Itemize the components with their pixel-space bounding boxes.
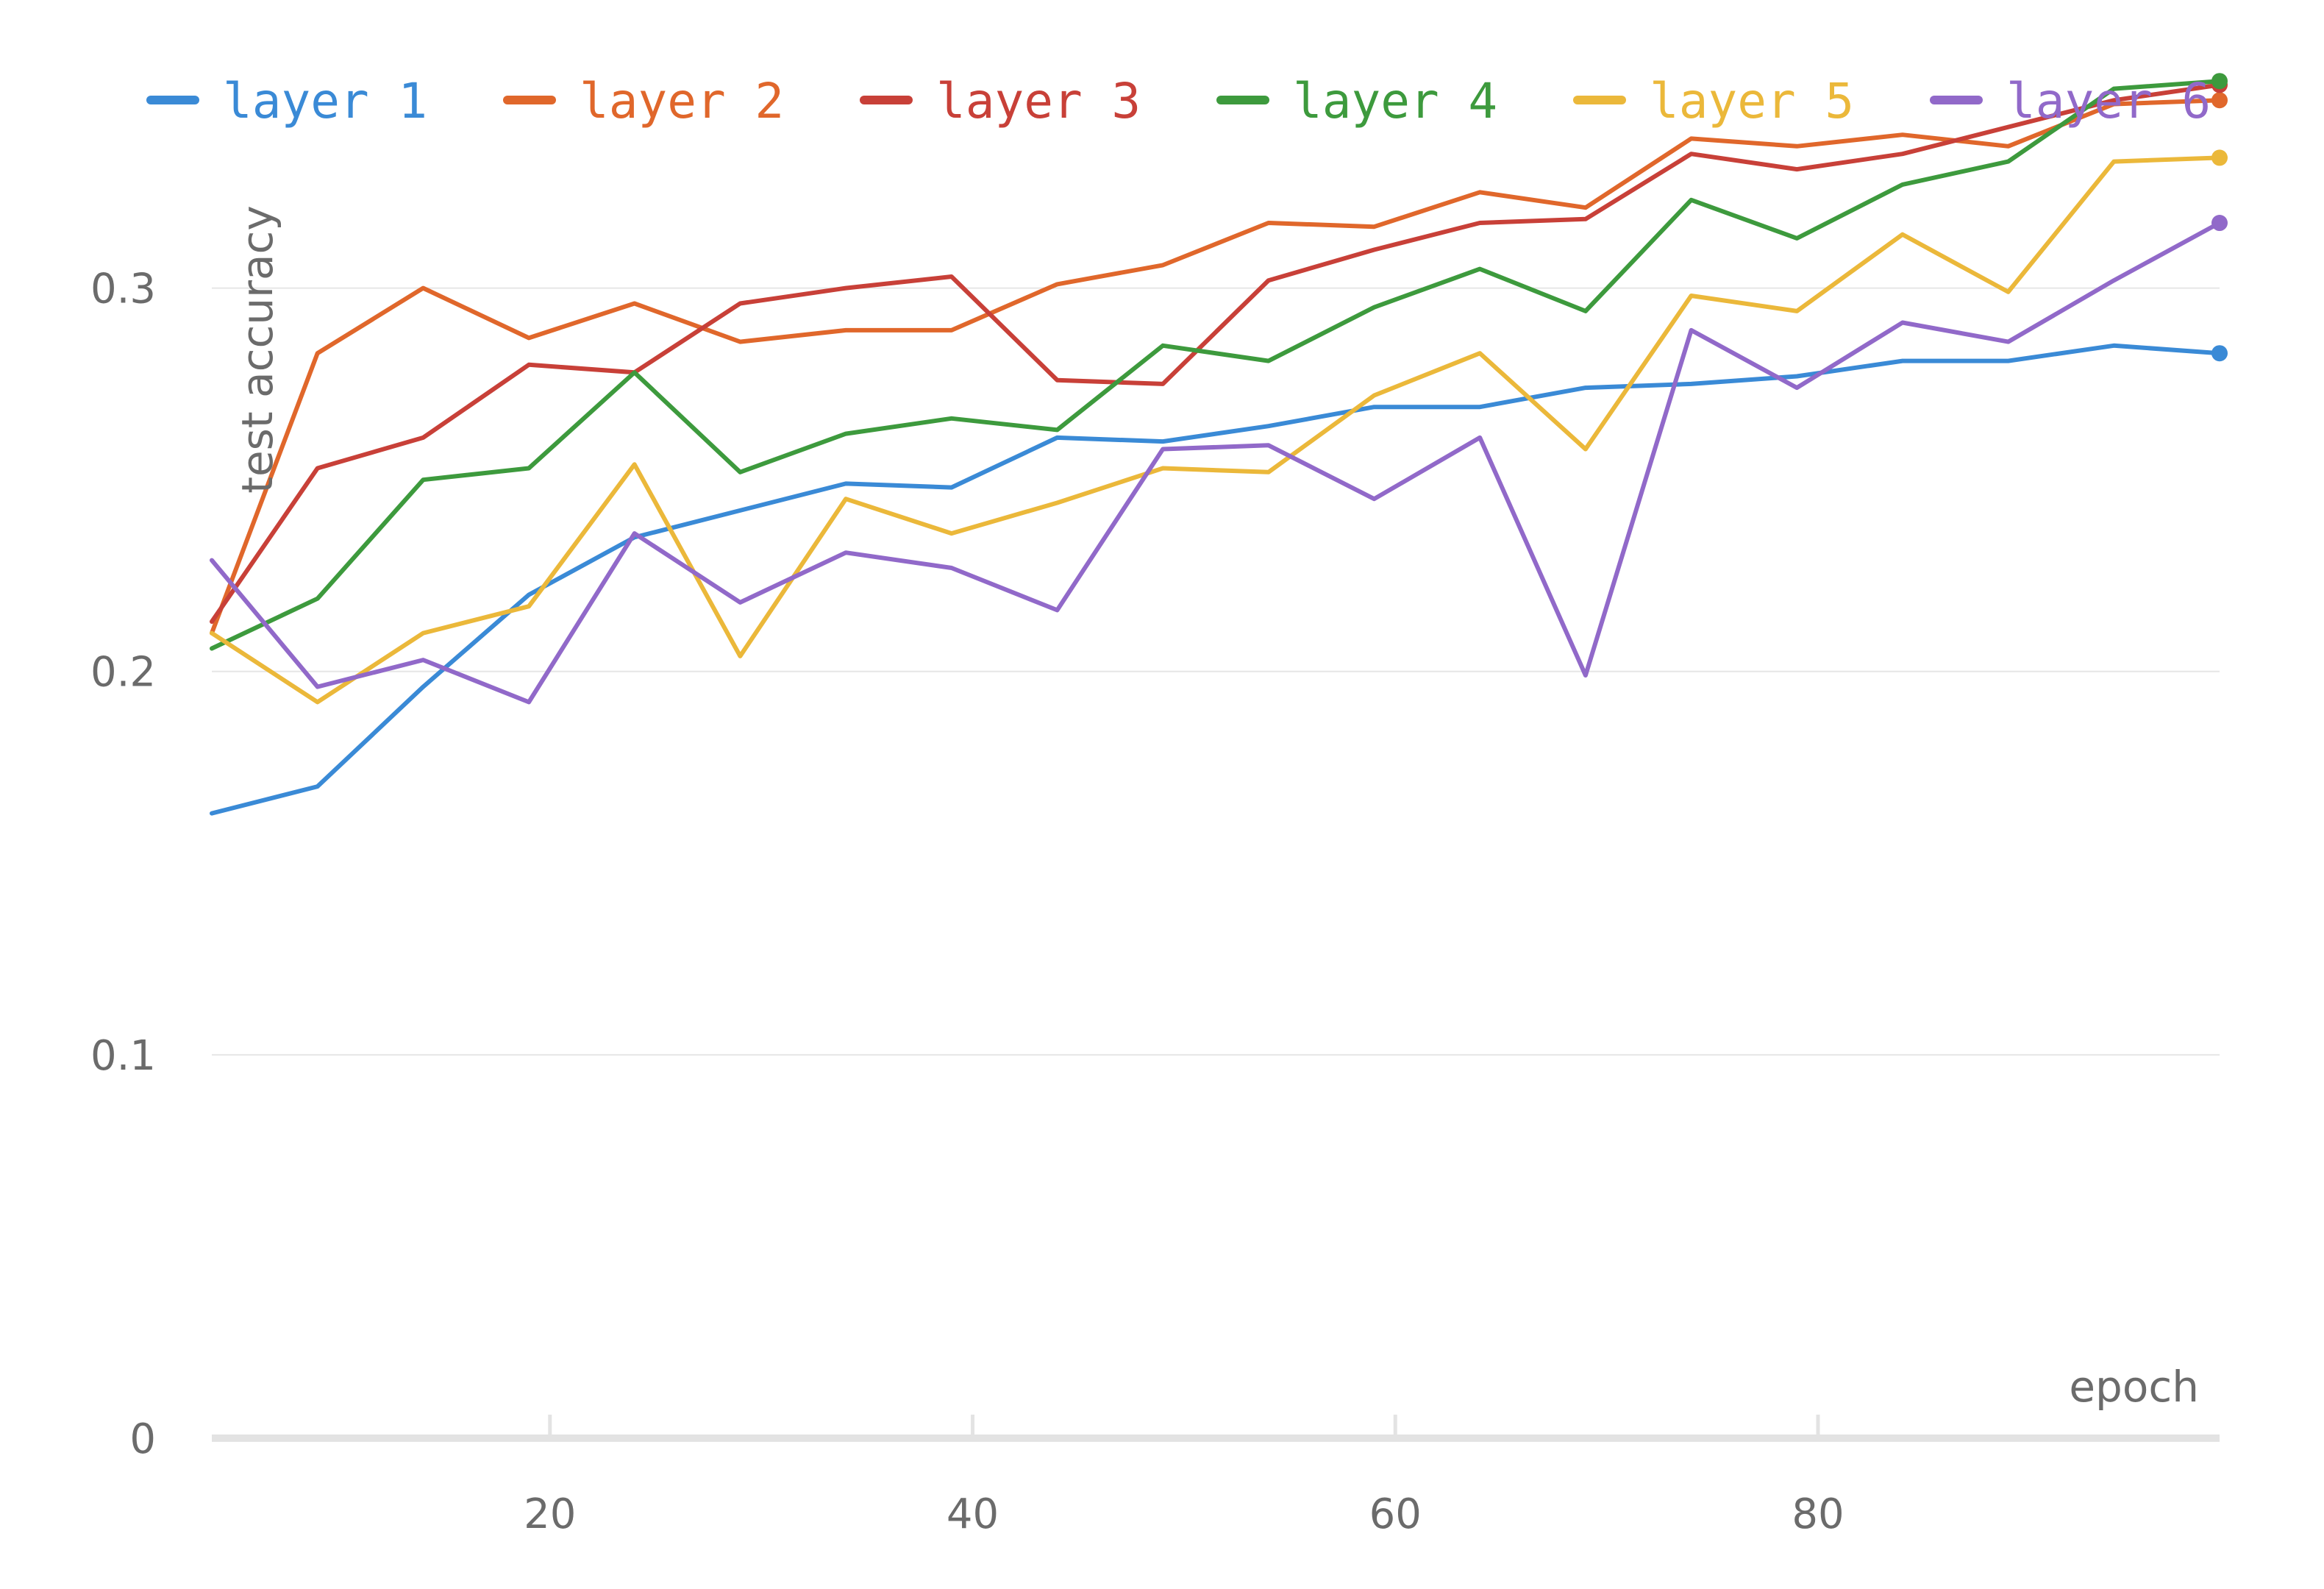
series-layer-6 xyxy=(210,215,2228,705)
series-layer-5 xyxy=(210,149,2228,705)
series-line xyxy=(210,79,2222,651)
legend-item[interactable]: layer 5 xyxy=(1573,73,1854,129)
series-layer-4 xyxy=(210,73,2228,651)
legend-label: layer 3 xyxy=(936,73,1141,129)
legend-item[interactable]: layer 4 xyxy=(1216,73,1497,129)
x-tick-label: 80 xyxy=(1792,1490,1844,1538)
series-line xyxy=(210,155,2222,705)
series-end-point xyxy=(2211,73,2228,90)
y-tick-label: 0.3 xyxy=(90,266,156,313)
legend-item[interactable]: layer 1 xyxy=(146,73,427,129)
x-axis-title: epoch xyxy=(2069,1362,2199,1412)
legend-label: layer 2 xyxy=(580,73,784,129)
series-line xyxy=(210,82,2222,624)
x-tick-label: 20 xyxy=(524,1490,576,1538)
series-layer-3 xyxy=(210,77,2228,624)
y-tick-label: 0 xyxy=(129,1415,156,1463)
y-tick-label: 0.2 xyxy=(90,649,156,697)
y-axis-title: test accuracy xyxy=(232,205,282,494)
x-axis: 20 40 60 80 xyxy=(212,1415,2220,1538)
legend-item[interactable]: layer 2 xyxy=(503,73,784,129)
series-end-point xyxy=(2211,92,2228,109)
grid-lines: 0 0.1 0.2 0.3 xyxy=(90,266,2220,1463)
legend-item[interactable]: layer 3 xyxy=(860,73,1141,129)
series-layer-1 xyxy=(210,343,2228,816)
legend-item[interactable]: layer 6 xyxy=(1930,73,2211,129)
x-tick-label: 40 xyxy=(947,1490,999,1538)
series-lines xyxy=(210,73,2228,816)
series-line xyxy=(210,221,2222,705)
x-tick-label: 60 xyxy=(1369,1490,1422,1538)
legend: layer 1 layer 2 layer 3 layer 4 layer 5 layer… xyxy=(146,73,2211,129)
legend-label: layer 5 xyxy=(1650,73,1854,129)
series-end-point xyxy=(2211,215,2228,232)
series-end-point xyxy=(2211,149,2228,166)
series-layer-2 xyxy=(210,92,2228,636)
legend-label: layer 1 xyxy=(223,73,427,129)
series-line xyxy=(210,343,2222,816)
series-line xyxy=(210,98,2222,636)
legend-label: layer 4 xyxy=(1293,73,1497,129)
legend-label: layer 6 xyxy=(2006,73,2211,129)
series-end-point xyxy=(2211,345,2228,362)
y-tick-label: 0.1 xyxy=(90,1032,156,1080)
